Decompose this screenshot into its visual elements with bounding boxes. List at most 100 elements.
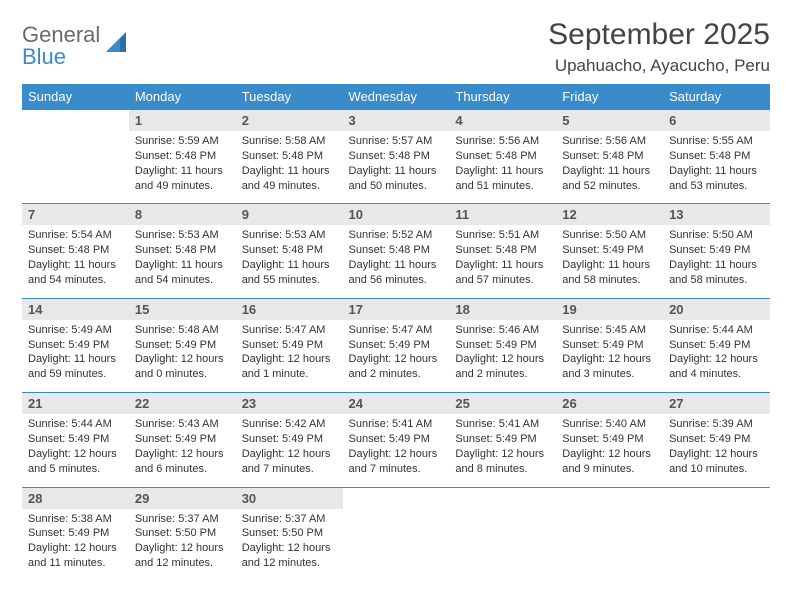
day-number: 13 xyxy=(663,204,770,225)
day-info: Sunrise: 5:57 AMSunset: 5:48 PMDaylight:… xyxy=(343,131,450,203)
day-number: 3 xyxy=(343,110,450,131)
calendar-header-row: SundayMondayTuesdayWednesdayThursdayFrid… xyxy=(22,84,770,110)
daylight-text: and 2 minutes. xyxy=(349,367,444,382)
sunset-text: Sunset: 5:49 PM xyxy=(562,432,657,447)
sunset-text: Sunset: 5:48 PM xyxy=(349,243,444,258)
day-number: 21 xyxy=(22,393,129,414)
calendar-week-row: 28Sunrise: 5:38 AMSunset: 5:49 PMDayligh… xyxy=(22,487,770,581)
sunrise-text: Sunrise: 5:47 AM xyxy=(242,323,337,338)
day-number: 23 xyxy=(236,393,343,414)
sunset-text: Sunset: 5:48 PM xyxy=(242,243,337,258)
daylight-text: Daylight: 12 hours xyxy=(135,447,230,462)
calendar-cell: 11Sunrise: 5:51 AMSunset: 5:48 PMDayligh… xyxy=(449,204,556,298)
daylight-text: Daylight: 11 hours xyxy=(455,258,550,273)
day-number: 12 xyxy=(556,204,663,225)
calendar-cell: 8Sunrise: 5:53 AMSunset: 5:48 PMDaylight… xyxy=(129,204,236,298)
daylight-text: Daylight: 12 hours xyxy=(455,447,550,462)
day-info: Sunrise: 5:38 AMSunset: 5:49 PMDaylight:… xyxy=(22,509,129,581)
daylight-text: and 54 minutes. xyxy=(135,273,230,288)
daylight-text: Daylight: 11 hours xyxy=(28,258,123,273)
sunrise-text: Sunrise: 5:37 AM xyxy=(242,512,337,527)
daylight-text: Daylight: 11 hours xyxy=(669,164,764,179)
sunrise-text: Sunrise: 5:46 AM xyxy=(455,323,550,338)
day-number: 1 xyxy=(129,110,236,131)
calendar-cell: 16Sunrise: 5:47 AMSunset: 5:49 PMDayligh… xyxy=(236,298,343,392)
sunset-text: Sunset: 5:48 PM xyxy=(135,243,230,258)
day-number: 26 xyxy=(556,393,663,414)
weekday-header: Tuesday xyxy=(236,84,343,110)
daylight-text: Daylight: 12 hours xyxy=(242,447,337,462)
daylight-text: Daylight: 11 hours xyxy=(349,164,444,179)
calendar-cell: 9Sunrise: 5:53 AMSunset: 5:48 PMDaylight… xyxy=(236,204,343,298)
day-number: 8 xyxy=(129,204,236,225)
title-block: September 2025 Upahuacho, Ayacucho, Peru xyxy=(548,18,770,76)
daylight-text: and 55 minutes. xyxy=(242,273,337,288)
day-info: Sunrise: 5:44 AMSunset: 5:49 PMDaylight:… xyxy=(663,320,770,392)
daylight-text: and 3 minutes. xyxy=(562,367,657,382)
daylight-text: Daylight: 11 hours xyxy=(28,352,123,367)
daylight-text: Daylight: 11 hours xyxy=(562,164,657,179)
weekday-header: Thursday xyxy=(449,84,556,110)
sunset-text: Sunset: 5:49 PM xyxy=(28,432,123,447)
day-info: Sunrise: 5:37 AMSunset: 5:50 PMDaylight:… xyxy=(236,509,343,581)
weekday-header: Sunday xyxy=(22,84,129,110)
daylight-text: and 12 minutes. xyxy=(242,556,337,571)
sunset-text: Sunset: 5:49 PM xyxy=(669,243,764,258)
daylight-text: Daylight: 11 hours xyxy=(562,258,657,273)
sunset-text: Sunset: 5:49 PM xyxy=(135,338,230,353)
calendar-cell: 17Sunrise: 5:47 AMSunset: 5:49 PMDayligh… xyxy=(343,298,450,392)
calendar-cell: 15Sunrise: 5:48 AMSunset: 5:49 PMDayligh… xyxy=(129,298,236,392)
sunrise-text: Sunrise: 5:38 AM xyxy=(28,512,123,527)
calendar-cell: 26 Sunrise: 5:40 AMSunset: 5:49 PMDayligh… xyxy=(556,393,663,487)
sunrise-text: Sunrise: 5:56 AM xyxy=(562,134,657,149)
sunrise-text: Sunrise: 5:42 AM xyxy=(242,417,337,432)
daylight-text: and 2 minutes. xyxy=(455,367,550,382)
sunset-text: Sunset: 5:49 PM xyxy=(455,432,550,447)
day-number: 24 xyxy=(343,393,450,414)
day-number: 28 xyxy=(22,488,129,509)
day-number: 10 xyxy=(343,204,450,225)
sunset-text: Sunset: 5:48 PM xyxy=(669,149,764,164)
calendar-cell: 22Sunrise: 5:43 AMSunset: 5:49 PMDayligh… xyxy=(129,393,236,487)
day-info: Sunrise: 5:56 AMSunset: 5:48 PMDaylight:… xyxy=(449,131,556,203)
daylight-text: and 59 minutes. xyxy=(28,367,123,382)
calendar-week-row: 7Sunrise: 5:54 AMSunset: 5:48 PMDaylight… xyxy=(22,204,770,298)
day-number: 17 xyxy=(343,299,450,320)
day-number: 15 xyxy=(129,299,236,320)
brand-logo: General Blue xyxy=(22,18,132,68)
day-number: 30 xyxy=(236,488,343,509)
sunrise-text: Sunrise: 5:40 AM xyxy=(562,417,657,432)
calendar-cell: 21Sunrise: 5:44 AMSunset: 5:49 PMDayligh… xyxy=(22,393,129,487)
sunrise-text: Sunrise: 5:44 AM xyxy=(669,323,764,338)
day-info: Sunrise: 5:54 AMSunset: 5:48 PMDaylight:… xyxy=(22,225,129,297)
calendar-cell: 24Sunrise: 5:41 AMSunset: 5:49 PMDayligh… xyxy=(343,393,450,487)
day-number: 5 xyxy=(556,110,663,131)
sunrise-text: Sunrise: 5:53 AM xyxy=(242,228,337,243)
sunrise-text: Sunrise: 5:55 AM xyxy=(669,134,764,149)
day-info: Sunrise: 5:44 AMSunset: 5:49 PMDaylight:… xyxy=(22,414,129,486)
daylight-text: and 0 minutes. xyxy=(135,367,230,382)
sunset-text: Sunset: 5:49 PM xyxy=(242,338,337,353)
calendar-cell xyxy=(343,487,450,581)
sunrise-text: Sunrise: 5:53 AM xyxy=(135,228,230,243)
day-number: 16 xyxy=(236,299,343,320)
daylight-text: and 7 minutes. xyxy=(242,462,337,477)
day-info: Sunrise: 5:45 AMSunset: 5:49 PMDaylight:… xyxy=(556,320,663,392)
daylight-text: and 8 minutes. xyxy=(455,462,550,477)
day-info: Sunrise: 5:43 AMSunset: 5:49 PMDaylight:… xyxy=(129,414,236,486)
calendar-cell: 29Sunrise: 5:37 AMSunset: 5:50 PMDayligh… xyxy=(129,487,236,581)
sunset-text: Sunset: 5:49 PM xyxy=(669,432,764,447)
daylight-text: Daylight: 12 hours xyxy=(455,352,550,367)
day-number: 25 xyxy=(449,393,556,414)
day-number: 22 xyxy=(129,393,236,414)
day-info: Sunrise: 5:47 AMSunset: 5:49 PMDaylight:… xyxy=(236,320,343,392)
daylight-text: Daylight: 12 hours xyxy=(562,447,657,462)
day-info: Sunrise: 5:49 AMSunset: 5:49 PMDaylight:… xyxy=(22,320,129,392)
sunset-text: Sunset: 5:49 PM xyxy=(349,338,444,353)
sunset-text: Sunset: 5:49 PM xyxy=(242,432,337,447)
day-info: Sunrise: 5:55 AMSunset: 5:48 PMDaylight:… xyxy=(663,131,770,203)
daylight-text: Daylight: 12 hours xyxy=(28,447,123,462)
daylight-text: Daylight: 11 hours xyxy=(349,258,444,273)
day-info: Sunrise: 5:50 AMSunset: 5:49 PMDaylight:… xyxy=(663,225,770,297)
day-info: Sunrise: 5:39 AMSunset: 5:49 PMDaylight:… xyxy=(663,414,770,486)
